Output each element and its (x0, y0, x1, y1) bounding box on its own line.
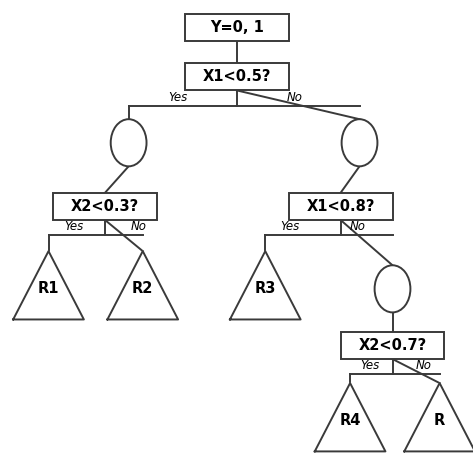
FancyBboxPatch shape (185, 14, 289, 41)
Ellipse shape (111, 119, 146, 166)
Text: X1<0.5?: X1<0.5? (203, 69, 271, 84)
Polygon shape (315, 383, 385, 451)
Text: X1<0.8?: X1<0.8? (306, 199, 375, 214)
Text: Yes: Yes (360, 359, 380, 372)
Text: Yes: Yes (169, 91, 188, 104)
Text: No: No (131, 220, 147, 233)
Text: R2: R2 (132, 282, 154, 296)
Polygon shape (404, 383, 474, 451)
Ellipse shape (342, 119, 377, 166)
FancyBboxPatch shape (53, 193, 157, 220)
FancyBboxPatch shape (341, 332, 444, 359)
Text: X2<0.3?: X2<0.3? (71, 199, 139, 214)
Polygon shape (13, 251, 84, 319)
Text: Yes: Yes (280, 220, 300, 233)
Ellipse shape (374, 265, 410, 312)
Text: R3: R3 (255, 282, 276, 296)
Text: X2<0.7?: X2<0.7? (358, 338, 427, 353)
FancyBboxPatch shape (289, 193, 392, 220)
Text: Yes: Yes (64, 220, 83, 233)
Text: No: No (286, 91, 302, 104)
Text: Y=0, 1: Y=0, 1 (210, 20, 264, 35)
Text: R1: R1 (38, 282, 59, 296)
FancyBboxPatch shape (185, 63, 289, 91)
Text: R: R (434, 413, 445, 428)
Polygon shape (230, 251, 301, 319)
Polygon shape (108, 251, 178, 319)
Text: R4: R4 (339, 413, 361, 428)
Text: No: No (350, 220, 366, 233)
Text: No: No (416, 359, 432, 372)
